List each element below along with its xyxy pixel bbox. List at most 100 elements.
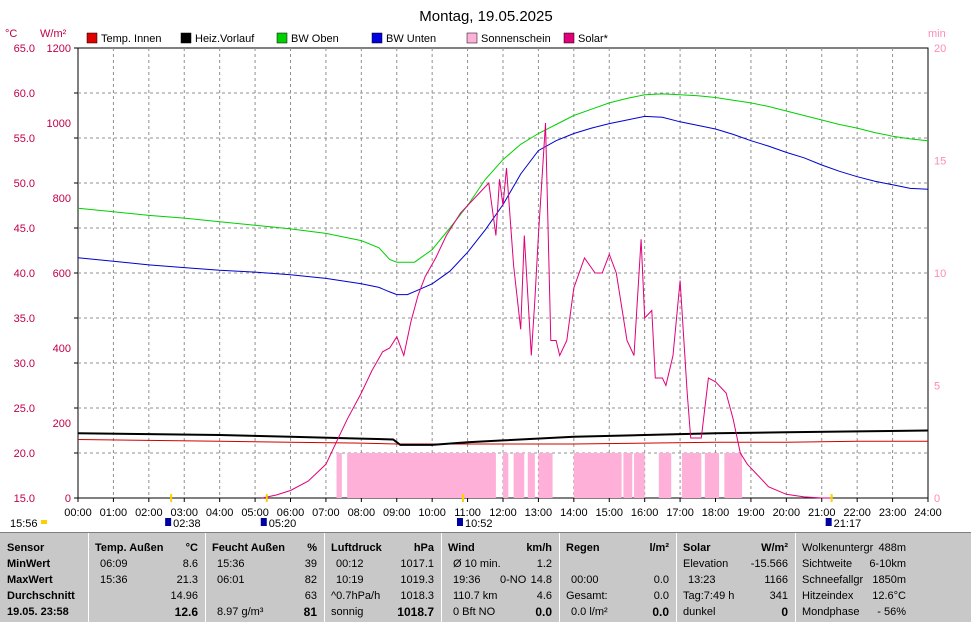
humidity-max: 82 xyxy=(304,574,317,586)
x-tick-label: 01:00 xyxy=(100,507,128,519)
left-axis-temp-unit: °C xyxy=(5,28,17,40)
x-tick-label: 06:00 xyxy=(277,507,305,519)
y-tick-label-right: 0 xyxy=(934,493,940,505)
y-tick-label-right: 15 xyxy=(934,156,946,168)
pressure-min-time: 00:12 xyxy=(336,558,364,570)
sunshine-bar xyxy=(704,453,720,498)
solar-unit: W/m² xyxy=(761,542,788,554)
x-tick-label: 14:00 xyxy=(560,507,588,519)
sunshine-bar xyxy=(538,453,553,498)
pressure-header: Luftdruck xyxy=(331,542,382,554)
sensor-header: Sensor xyxy=(7,542,45,554)
humidity-min: 39 xyxy=(304,558,317,570)
solar-max: 1166 xyxy=(764,574,788,586)
legend-swatch xyxy=(86,32,98,44)
sunshine-bar xyxy=(658,453,672,498)
y-tick-label-temp: 55.0 xyxy=(14,133,35,145)
legend-label: BW Unten xyxy=(386,33,436,45)
sunshine-bar xyxy=(503,453,509,498)
y-tick-label-temp: 40.0 xyxy=(14,268,35,280)
statistics-panel: Sensor MinWert MaxWert Durchschnitt 19.0… xyxy=(0,532,971,622)
y-tick-label-solar: 1000 xyxy=(47,118,71,130)
solar-elevation: -15.566 xyxy=(750,558,788,570)
solar-current: 0 xyxy=(781,605,788,619)
y-tick-label-solar: 0 xyxy=(65,493,71,505)
grid-lines xyxy=(78,48,928,498)
y-tick-label-temp: 15.0 xyxy=(14,493,35,505)
series-line-heiz-vorlauf xyxy=(77,429,929,446)
wind-gust: 14.8 xyxy=(530,574,552,586)
x-tick-label: 21:00 xyxy=(808,507,836,519)
y-tick-label-solar: 800 xyxy=(53,193,71,205)
chart-title: Montag, 19.05.2025 xyxy=(419,8,552,25)
x-tick-label: 09:00 xyxy=(383,507,411,519)
humidity-min-time: 15:36 xyxy=(217,558,245,570)
rain-total-label: Gesamt: xyxy=(566,590,608,602)
solar-day-length: Tag:7:49 h xyxy=(683,590,735,602)
x-tick-label: 18:00 xyxy=(702,507,730,519)
y-tick-label-right: 20 xyxy=(934,43,946,55)
humidity-current: 81 xyxy=(303,605,317,619)
chart-legend: Temp. Innen Heiz.Vorlauf BW Oben BW Unten So… xyxy=(86,32,609,45)
marker-icon xyxy=(165,518,172,526)
solar-header: Solar xyxy=(683,542,711,554)
legend-label: Sonnenschein xyxy=(481,33,551,45)
marker-label: 15:56 xyxy=(10,518,38,530)
temp-min: 8.6 xyxy=(182,558,198,570)
rain-time: 00:00 xyxy=(571,574,599,586)
temp-max: 21.3 xyxy=(176,574,198,586)
pressure-trend: 1018.3 xyxy=(400,590,434,602)
x-tick-label: 07:00 xyxy=(312,507,340,519)
legend-swatch xyxy=(276,32,288,44)
y-tick-label-temp: 30.0 xyxy=(14,358,35,370)
rain-current: 0.0 xyxy=(652,605,669,619)
moon-phase-value: - 56% xyxy=(877,606,906,618)
wind-unit: km/h xyxy=(526,542,552,554)
series-line-solar xyxy=(262,122,833,499)
heat-index-label: Hitzeindex xyxy=(802,590,854,602)
visibility-value: 6-10km xyxy=(869,558,906,570)
legend-swatch xyxy=(563,32,575,44)
marker-icon xyxy=(260,518,267,526)
series-line-bw-unten xyxy=(77,115,929,296)
wind-distance: 110.7 km xyxy=(453,590,498,602)
sunshine-bars xyxy=(336,453,743,498)
temp-current: 12.6 xyxy=(174,605,198,619)
y-tick-label-solar: 400 xyxy=(53,343,71,355)
y-tick-label-solar: 200 xyxy=(53,418,71,430)
y-tick-label-temp: 45.0 xyxy=(14,223,35,235)
rain-rate: 0.0 l/m² xyxy=(571,606,608,618)
legend-swatch xyxy=(466,32,478,44)
pressure-max-time: 10:19 xyxy=(336,574,364,586)
y-tick-label-solar: 1200 xyxy=(47,43,71,55)
time-markers: 15:56 02:38 05:20 10:52 21:17 xyxy=(10,494,861,530)
minwert-label: MinWert xyxy=(7,558,51,570)
series-line-temp-innen xyxy=(77,439,928,445)
x-tick-label: 13:00 xyxy=(525,507,553,519)
y-tick-label-temp: 35.0 xyxy=(14,313,35,325)
y-tick-label-right: 10 xyxy=(934,268,946,280)
x-tick-label: 23:00 xyxy=(879,507,907,519)
wind-avg: 1.2 xyxy=(536,558,552,570)
series-lines xyxy=(77,93,929,499)
legend-swatch xyxy=(180,32,192,44)
x-tick-label: 00:00 xyxy=(64,507,92,519)
solar-state: dunkel xyxy=(683,606,716,618)
solar-day-value: 341 xyxy=(769,590,788,602)
legend-label: Solar* xyxy=(578,33,609,45)
x-tick-label: 20:00 xyxy=(773,507,801,519)
chart-area: Montag, 19.05.2025 °C W/m² min Temp. Inn… xyxy=(5,8,946,530)
cloud-base-label: Wolkenuntergr xyxy=(802,542,874,554)
x-tick-label: 12:00 xyxy=(489,507,517,519)
x-tick-label: 16:00 xyxy=(631,507,659,519)
series-line-bw-oben xyxy=(77,93,929,263)
weather-text: sonnig xyxy=(331,606,364,618)
pressure-trend-label: ^0.7hPa/h xyxy=(331,590,381,602)
sunshine-bar xyxy=(681,453,702,498)
x-tick-label: 10:00 xyxy=(418,507,446,519)
wind-distance-value: 4.6 xyxy=(536,590,552,602)
marker-label: 05:20 xyxy=(269,518,297,530)
y-tick-label-temp: 50.0 xyxy=(14,178,35,190)
marker-icon xyxy=(41,520,47,524)
legend-label: BW Oben xyxy=(291,33,339,45)
